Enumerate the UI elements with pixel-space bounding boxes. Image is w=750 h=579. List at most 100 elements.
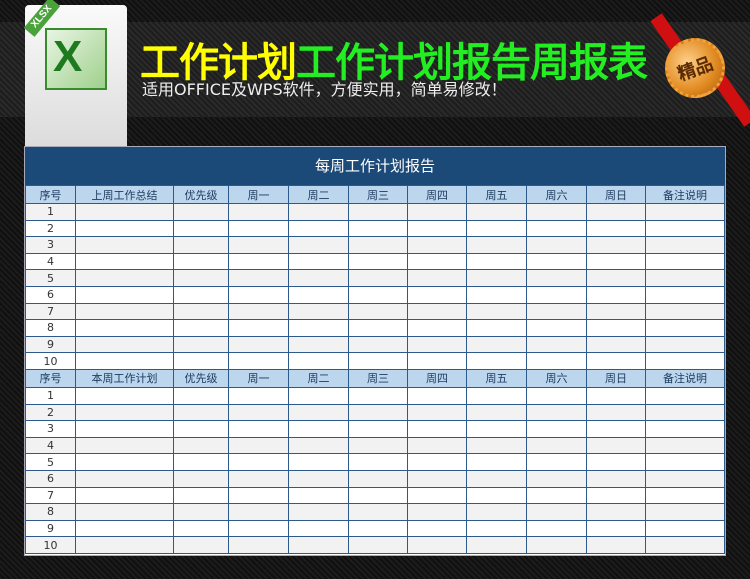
table-cell[interactable] bbox=[228, 519, 289, 538]
table-cell[interactable] bbox=[173, 335, 229, 354]
table-cell[interactable] bbox=[407, 536, 467, 554]
table-cell[interactable] bbox=[586, 403, 646, 422]
table-cell[interactable] bbox=[407, 420, 467, 438]
table-cell[interactable] bbox=[407, 386, 467, 405]
table-cell[interactable] bbox=[407, 436, 467, 455]
table-cell[interactable] bbox=[288, 436, 349, 455]
table-cell[interactable] bbox=[228, 236, 289, 254]
table-cell[interactable] bbox=[75, 319, 174, 337]
table-cell[interactable] bbox=[348, 386, 408, 405]
table-cell[interactable] bbox=[348, 503, 408, 521]
table-cell[interactable] bbox=[466, 403, 527, 422]
table-cell[interactable] bbox=[288, 335, 349, 354]
table-cell[interactable] bbox=[75, 386, 174, 405]
table-cell[interactable] bbox=[645, 453, 725, 471]
table-cell[interactable] bbox=[228, 403, 289, 422]
table-cell[interactable] bbox=[348, 236, 408, 254]
table-cell[interactable] bbox=[75, 420, 174, 438]
table-cell[interactable] bbox=[228, 420, 289, 438]
table-cell[interactable] bbox=[228, 503, 289, 521]
table-cell[interactable] bbox=[407, 219, 467, 238]
table-cell[interactable] bbox=[526, 319, 587, 337]
table-cell[interactable] bbox=[348, 285, 408, 304]
table-cell[interactable] bbox=[407, 469, 467, 488]
table-cell[interactable] bbox=[173, 486, 229, 505]
table-cell[interactable] bbox=[645, 203, 725, 221]
table-cell[interactable] bbox=[228, 453, 289, 471]
table-cell[interactable] bbox=[407, 269, 467, 287]
table-cell[interactable] bbox=[466, 352, 527, 370]
table-cell[interactable] bbox=[526, 403, 587, 422]
table-cell[interactable] bbox=[586, 519, 646, 538]
table-cell[interactable] bbox=[288, 285, 349, 304]
table-cell[interactable] bbox=[466, 335, 527, 354]
table-cell[interactable] bbox=[407, 453, 467, 471]
table-cell[interactable] bbox=[407, 335, 467, 354]
table-cell[interactable] bbox=[288, 236, 349, 254]
table-cell[interactable] bbox=[586, 420, 646, 438]
table-cell[interactable] bbox=[173, 252, 229, 271]
table-cell[interactable] bbox=[466, 536, 527, 554]
table-cell[interactable] bbox=[645, 536, 725, 554]
table-cell[interactable] bbox=[348, 403, 408, 422]
table-cell[interactable] bbox=[407, 285, 467, 304]
table-cell[interactable] bbox=[526, 269, 587, 287]
table-cell[interactable] bbox=[645, 486, 725, 505]
table-cell[interactable] bbox=[288, 503, 349, 521]
table-cell[interactable] bbox=[466, 386, 527, 405]
table-cell[interactable] bbox=[466, 486, 527, 505]
table-cell[interactable] bbox=[526, 503, 587, 521]
table-cell[interactable] bbox=[75, 219, 174, 238]
table-cell[interactable] bbox=[526, 219, 587, 238]
table-cell[interactable] bbox=[526, 236, 587, 254]
table-cell[interactable] bbox=[228, 319, 289, 337]
table-cell[interactable] bbox=[466, 219, 527, 238]
table-cell[interactable] bbox=[288, 352, 349, 370]
table-cell[interactable] bbox=[645, 403, 725, 422]
table-cell[interactable] bbox=[348, 203, 408, 221]
table-cell[interactable] bbox=[645, 386, 725, 405]
table-cell[interactable] bbox=[586, 352, 646, 370]
table-cell[interactable] bbox=[526, 519, 587, 538]
table-cell[interactable] bbox=[586, 269, 646, 287]
table-cell[interactable] bbox=[586, 453, 646, 471]
table-cell[interactable] bbox=[173, 469, 229, 488]
table-cell[interactable] bbox=[173, 436, 229, 455]
table-cell[interactable] bbox=[466, 252, 527, 271]
table-cell[interactable] bbox=[288, 453, 349, 471]
table-cell[interactable] bbox=[228, 335, 289, 354]
table-cell[interactable] bbox=[407, 503, 467, 521]
table-cell[interactable] bbox=[288, 486, 349, 505]
table-cell[interactable] bbox=[645, 352, 725, 370]
table-cell[interactable] bbox=[526, 335, 587, 354]
table-cell[interactable] bbox=[228, 352, 289, 370]
table-cell[interactable] bbox=[586, 219, 646, 238]
table-cell[interactable] bbox=[407, 319, 467, 337]
table-cell[interactable] bbox=[348, 252, 408, 271]
table-cell[interactable] bbox=[288, 269, 349, 287]
table-cell[interactable] bbox=[75, 403, 174, 422]
table-cell[interactable] bbox=[526, 302, 587, 321]
table-cell[interactable] bbox=[173, 203, 229, 221]
table-cell[interactable] bbox=[407, 403, 467, 422]
table-cell[interactable] bbox=[645, 503, 725, 521]
table-cell[interactable] bbox=[586, 252, 646, 271]
table-cell[interactable] bbox=[173, 285, 229, 304]
table-cell[interactable] bbox=[173, 269, 229, 287]
table-cell[interactable] bbox=[173, 302, 229, 321]
table-cell[interactable] bbox=[526, 536, 587, 554]
table-cell[interactable] bbox=[348, 436, 408, 455]
table-cell[interactable] bbox=[645, 236, 725, 254]
table-cell[interactable] bbox=[75, 285, 174, 304]
table-cell[interactable] bbox=[466, 469, 527, 488]
table-cell[interactable] bbox=[466, 285, 527, 304]
table-cell[interactable] bbox=[466, 302, 527, 321]
table-cell[interactable] bbox=[586, 536, 646, 554]
table-cell[interactable] bbox=[75, 352, 174, 370]
table-cell[interactable] bbox=[288, 420, 349, 438]
table-cell[interactable] bbox=[348, 219, 408, 238]
table-cell[interactable] bbox=[75, 302, 174, 321]
table-cell[interactable] bbox=[645, 302, 725, 321]
table-cell[interactable] bbox=[348, 536, 408, 554]
table-cell[interactable] bbox=[173, 219, 229, 238]
